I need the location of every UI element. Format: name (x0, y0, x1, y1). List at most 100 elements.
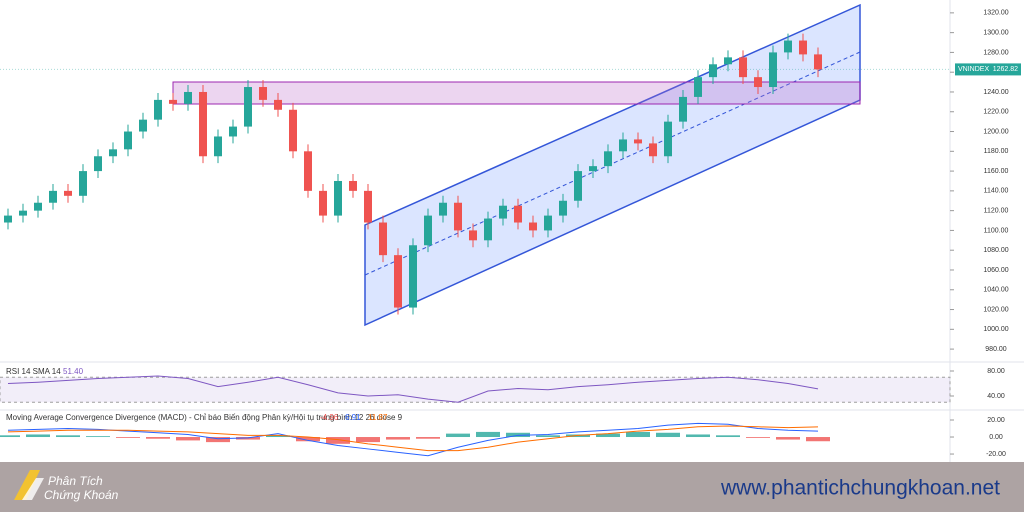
candle-body (814, 54, 822, 70)
y-tick-label: 1320.00 (983, 10, 1008, 17)
y-tick-label: 1300.00 (983, 29, 1008, 36)
candle-body (799, 40, 807, 55)
rsi-title: RSI 14 SMA 14 (6, 367, 61, 376)
histogram-bar (116, 437, 140, 438)
histogram-bar (746, 437, 770, 438)
last-price-badge (955, 63, 1021, 76)
background (0, 0, 1024, 462)
y-tick-label: 1200.00 (983, 128, 1008, 135)
candle-body (184, 91, 192, 104)
candle-body (724, 57, 732, 65)
candle-body (484, 218, 492, 241)
brand: Phân Tích (48, 474, 103, 488)
candle-body (64, 190, 72, 196)
rsi-value: 51.40 (63, 367, 84, 376)
histogram-bar (416, 437, 440, 439)
candle-body (124, 131, 132, 150)
candle-body (514, 205, 522, 223)
y-tick-label: 1180.00 (984, 148, 1009, 155)
y-tick-label: -20.00 (986, 451, 1006, 458)
website-url: www.phantichchungkhoan.net (720, 477, 1000, 500)
histogram-bar (776, 437, 800, 440)
candle-body (154, 99, 162, 120)
candle-body (229, 126, 237, 137)
candle-body (559, 200, 567, 216)
y-tick-label: 1160.00 (984, 168, 1009, 175)
macd-line (7, 422, 819, 457)
candle-body (469, 230, 477, 241)
legend-value: 6.91 (345, 413, 361, 422)
candle-body (409, 245, 417, 308)
histogram-bar (386, 437, 410, 440)
candle-body (94, 156, 102, 172)
candle-body (529, 222, 537, 231)
candle-body (319, 190, 327, 216)
candle-body (499, 205, 507, 219)
candle-body (694, 77, 702, 97)
histogram-bar (206, 437, 230, 443)
candle-body (604, 151, 612, 167)
candle-body (169, 99, 177, 104)
y-tick-label: 1020.00 (983, 306, 1008, 313)
candle-body (754, 77, 762, 88)
histogram-bar (356, 437, 380, 443)
y-tick-label: 0.00 (989, 434, 1003, 441)
y-tick-label: 1060.00 (983, 267, 1008, 274)
y-tick-label: 1140.00 (984, 188, 1009, 195)
legend-value: 11.87 (368, 413, 388, 422)
histogram-bar (326, 437, 350, 444)
candle-body (769, 52, 777, 88)
candle-body (304, 151, 312, 191)
candle-body (649, 143, 657, 157)
candle-body (244, 87, 252, 127)
histogram-bar (296, 437, 320, 442)
rsi-line (7, 375, 819, 403)
candle-body (709, 64, 717, 78)
y-tick-label: 40.00 (987, 393, 1005, 400)
histogram-bar (806, 437, 830, 442)
histogram-bar (536, 435, 560, 438)
candle-body (589, 166, 597, 172)
candle-body (619, 139, 627, 152)
candle-body (259, 87, 267, 100)
candle-body (334, 180, 342, 216)
y-tick-label: 980.00 (985, 346, 1007, 353)
y-tick-label: 1120.00 (984, 207, 1009, 214)
candle-body (574, 171, 582, 201)
y-tick-label: 1080.00 (983, 247, 1008, 254)
y-tick-label: 80.00 (987, 368, 1005, 375)
candle-body (784, 40, 792, 53)
histogram-bar (0, 435, 20, 438)
symbol-label: VNINDEX (958, 66, 989, 73)
histogram-bar (716, 435, 740, 438)
histogram-bar (476, 431, 500, 438)
brand: Chứng Khoán (44, 488, 119, 502)
histogram-bar (446, 433, 470, 438)
candle-body (394, 255, 402, 308)
candle-body (4, 215, 12, 223)
candle-body (739, 57, 747, 78)
histogram-bar (176, 437, 200, 441)
histogram-bar (26, 434, 50, 438)
candle-body (199, 91, 207, 157)
footer (0, 462, 1024, 512)
candle-body (214, 136, 222, 157)
candle-body (364, 190, 372, 223)
candle-body (109, 149, 117, 157)
y-tick-label: 1000.00 (983, 326, 1008, 333)
candle-body (664, 121, 672, 157)
candle-body (679, 96, 687, 122)
macd-title: Moving Average Convergence Divergence (M… (6, 413, 403, 422)
y-tick-label: 1100.00 (984, 227, 1009, 234)
candle-body (634, 139, 642, 144)
logo-icon (14, 470, 40, 500)
y-tick-label: 1280.00 (983, 49, 1008, 56)
histogram-bar (56, 435, 80, 438)
candle-body (349, 180, 357, 191)
logo-icon (22, 478, 44, 500)
y-tick-label: 1220.00 (983, 109, 1008, 116)
candle-body (289, 109, 297, 152)
candle-body (379, 222, 387, 256)
histogram-bar (656, 432, 680, 438)
